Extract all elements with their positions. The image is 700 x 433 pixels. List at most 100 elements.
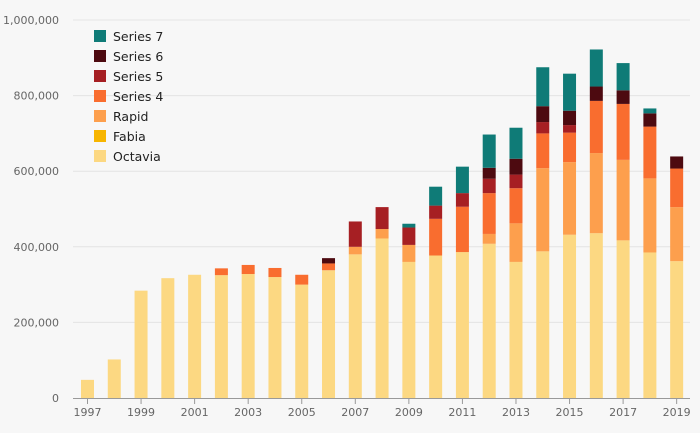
legend-swatch (94, 30, 106, 42)
bar-series-4-2019 (670, 168, 684, 208)
bar-rapid-2008 (375, 229, 389, 239)
y-tick-label: 400,000 (14, 241, 60, 254)
bar-rapid-2009 (402, 244, 416, 262)
legend-item-fabia: Fabia (94, 129, 146, 144)
bar-stack-2010 (429, 186, 443, 398)
bar-series-6-2017 (616, 90, 630, 104)
bar-series-4-2004 (268, 267, 282, 278)
bar-octavia-2010 (429, 255, 443, 398)
bar-rapid-2015 (563, 162, 577, 235)
y-tick-label: 200,000 (14, 316, 60, 329)
bar-octavia-2003 (241, 274, 255, 398)
legend-label: Rapid (113, 109, 148, 124)
bar-series-6-2013 (509, 158, 523, 175)
y-tick-label: 800,000 (14, 90, 60, 103)
bar-octavia-2000 (161, 278, 175, 398)
legend-item-series-5: Series 5 (94, 69, 163, 84)
y-tick-label: 0 (52, 392, 59, 405)
bar-series-6-2015 (563, 110, 577, 126)
bar-series-4-2017 (616, 103, 630, 160)
bar-stack-2002 (214, 268, 228, 398)
bar-series-4-2014 (536, 133, 550, 169)
legend-label: Series 5 (113, 69, 163, 84)
bar-octavia-2018 (643, 252, 657, 398)
bar-series-6-2018 (643, 113, 657, 127)
x-tick-label: 1997 (74, 406, 102, 419)
bar-series-7-2012 (482, 134, 496, 168)
bar-octavia-2002 (214, 275, 228, 398)
bar-series-7-2010 (429, 186, 443, 206)
y-tick-label: 600,000 (14, 165, 60, 178)
gridlines (73, 19, 690, 323)
bar-series-5-2015 (563, 125, 577, 133)
y-axis: 0 200,000 400,000 600,000 800,000 1,000,000 (3, 14, 59, 405)
legend-item-series-6: Series 6 (94, 49, 163, 64)
bar-series-7-2011 (455, 166, 469, 194)
bar-series-4-2018 (643, 126, 657, 179)
bar-octavia-2011 (455, 252, 469, 398)
bar-series-5-2007 (348, 221, 362, 247)
bar-rapid-2019 (670, 207, 684, 262)
bar-stack-2016 (589, 49, 603, 398)
bar-series-7-2016 (589, 49, 603, 87)
bar-stack-2014 (536, 67, 550, 398)
x-tick-label: 2017 (609, 406, 637, 419)
bar-stack-2004 (268, 267, 282, 398)
bar-stack-1998 (107, 359, 121, 398)
legend-label: Series 4 (113, 89, 163, 104)
bar-stack-2003 (241, 264, 255, 398)
bar-rapid-2017 (616, 159, 630, 241)
bar-stack-2001 (188, 274, 202, 398)
bar-octavia-2004 (268, 277, 282, 398)
bar-series-4-2013 (509, 188, 523, 224)
bar-series-5-2009 (402, 227, 416, 245)
bar-series-4-2002 (214, 268, 228, 276)
bar-series-7-2018 (643, 108, 657, 114)
legend-label: Fabia (113, 129, 146, 144)
bar-octavia-2015 (563, 234, 577, 398)
bar-series-4-2010 (429, 218, 443, 256)
legend-label: Series 7 (113, 29, 163, 44)
x-tick-label: 1999 (127, 406, 155, 419)
bar-octavia-1997 (81, 379, 94, 398)
bar-rapid-2007 (348, 246, 362, 255)
bar-series-4-2003 (241, 264, 255, 275)
legend-item-series-4: Series 4 (94, 89, 163, 104)
x-tick-label: 2007 (341, 406, 369, 419)
bar-stack-2015 (563, 73, 577, 398)
bar-series-6-2006 (322, 258, 336, 264)
bar-stack-2012 (482, 134, 496, 398)
bar-stack-2009 (402, 223, 416, 398)
bar-series-5-2013 (509, 174, 523, 189)
legend-item-octavia: Octavia (94, 149, 161, 164)
bar-octavia-2005 (295, 284, 309, 398)
bar-rapid-2016 (589, 153, 603, 234)
bar-series-5-2008 (375, 207, 389, 230)
bar-octavia-1999 (134, 290, 148, 398)
bar-series-5-2011 (455, 193, 469, 207)
bar-rapid-2014 (536, 168, 550, 252)
bar-octavia-1998 (107, 359, 121, 398)
bar-rapid-2012 (482, 233, 496, 244)
bar-series-6-2014 (536, 106, 550, 123)
x-tick-label: 2001 (181, 406, 209, 419)
bar-stack-1999 (134, 290, 148, 398)
x-tick-label: 2019 (663, 406, 691, 419)
x-tick-label: 2005 (288, 406, 316, 419)
bar-series-5-2012 (482, 178, 496, 194)
bar-series-7-2013 (509, 127, 523, 159)
bars (81, 49, 684, 398)
legend-label: Octavia (113, 149, 161, 164)
bar-series-5-2010 (429, 205, 443, 219)
bar-series-4-2012 (482, 193, 496, 234)
legend-label: Series 6 (113, 49, 163, 64)
bar-series-7-2014 (536, 67, 550, 107)
bar-series-7-2015 (563, 73, 577, 111)
bar-series-4-2006 (322, 263, 336, 271)
legend-swatch (94, 90, 106, 102)
legend-swatch (94, 150, 106, 162)
bar-stack-2017 (616, 63, 630, 398)
bar-stack-2005 (295, 274, 309, 398)
bar-stack-2011 (455, 166, 469, 398)
